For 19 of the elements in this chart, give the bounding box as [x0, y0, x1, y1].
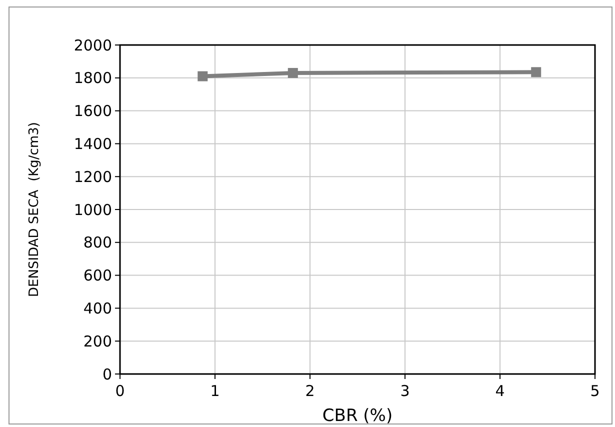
- y-tick-label: 0: [102, 365, 112, 384]
- y-tick-label: 1000: [74, 200, 112, 219]
- x-tick-label: 5: [590, 382, 600, 400]
- x-tick-label: 3: [400, 382, 410, 400]
- x-tick-label: 2: [305, 382, 315, 400]
- y-tick-label: 1400: [74, 134, 112, 153]
- y-tick-label: 800: [83, 234, 112, 252]
- y-axis-title: DENSIDAD SECA (Kg/cm3): [27, 122, 42, 297]
- y-tick-label: 200: [83, 332, 112, 350]
- y-tick-label: 600: [83, 266, 112, 285]
- y-tick-label: 1600: [74, 102, 112, 120]
- x-axis-title: CBR (%): [322, 406, 393, 426]
- y-tick-label: 2000: [74, 36, 112, 54]
- x-tick-label: 0: [115, 382, 125, 400]
- y-tick-label: 1800: [74, 69, 112, 88]
- x-tick-label: 4: [495, 382, 505, 400]
- x-tick-label: 1: [210, 382, 220, 400]
- y-tick-label: 1200: [74, 168, 112, 186]
- y-tick-label: 400: [83, 299, 112, 318]
